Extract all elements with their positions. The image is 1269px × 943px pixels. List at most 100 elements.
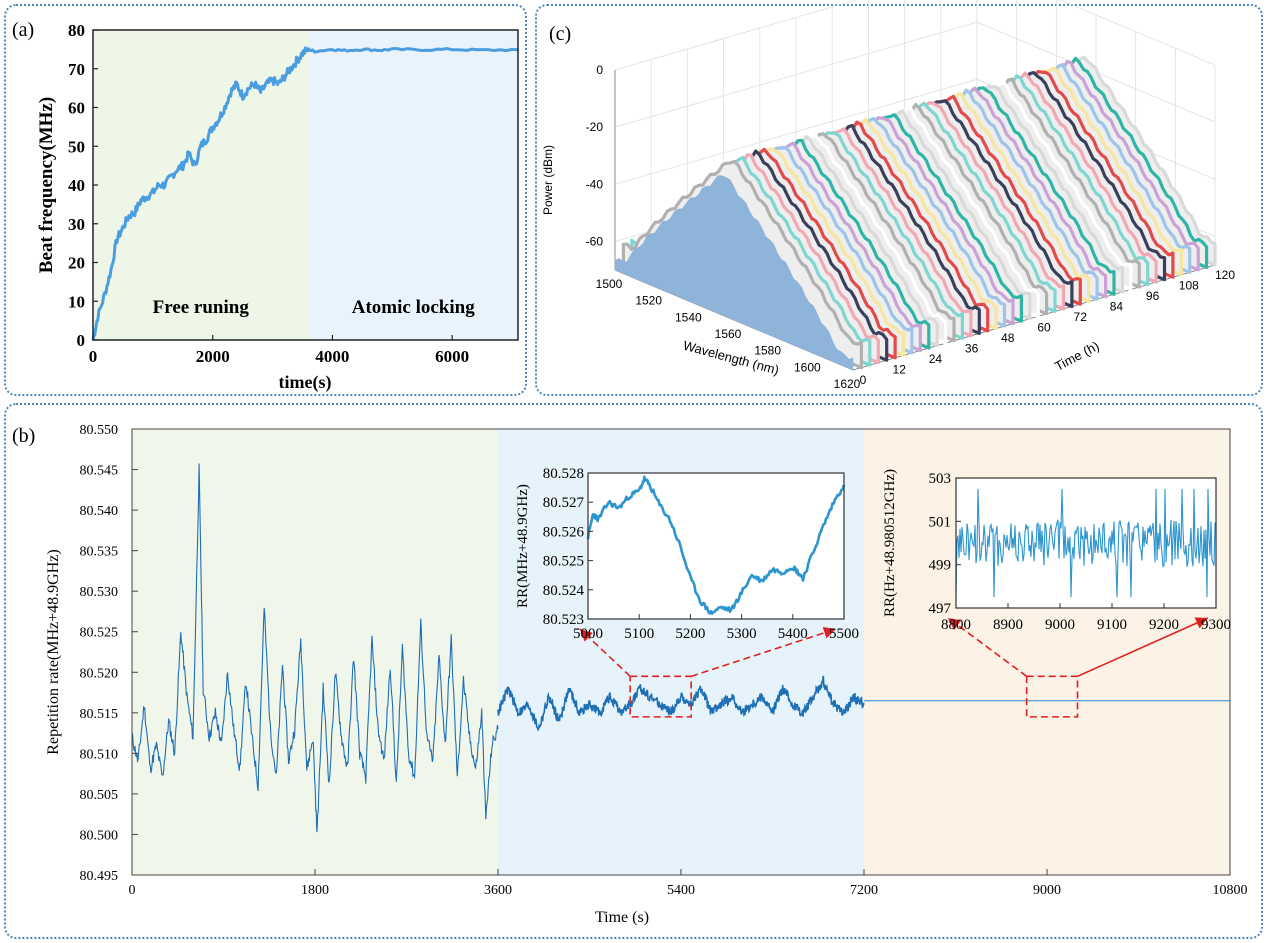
inset-1-y-label: RR(MHz+48.9GHz): [515, 484, 531, 608]
c-x-tick-label-6: 1620: [834, 377, 861, 391]
inset-1-y-tick-label-5: 80.528: [543, 466, 584, 482]
y-tick-label-b-1: 80.500: [80, 828, 119, 843]
c-z-tick-label-6: 72: [1074, 310, 1088, 324]
panel-label-c: (c): [549, 23, 571, 45]
inset-2-x-tick-label-5: 9300: [1201, 617, 1231, 633]
y-tick-label-a-1: 10: [68, 292, 85, 311]
x-axis-label-a: time(s): [279, 372, 332, 393]
region-label-a-1: Atomic locking: [352, 297, 475, 318]
zoom-arrow-1-2: [690, 628, 837, 678]
zoom-arrowhead-2-2: [1194, 617, 1208, 629]
inset-1-y-tick-label-0: 80.523: [543, 612, 584, 628]
zoom-arrowhead-2-1: [948, 618, 962, 630]
beat-frequency-line: [91, 46, 519, 341]
c-x-tick-label-2: 1540: [675, 310, 702, 324]
y-tick-label-b-8: 80.535: [80, 545, 119, 560]
c-y-tick-label-1: -20: [586, 120, 604, 134]
y-tick-label-a-5: 50: [68, 137, 85, 156]
panel-label-a: (a): [12, 19, 34, 41]
chart-a: (a) 0 2000 4000 6000 0 10 20 30 40 50 60 70 80 Free…: [12, 19, 519, 393]
zoom-arrow-2-2: [1077, 617, 1209, 678]
x-tick-label-a-3: 6000: [435, 347, 469, 366]
c-z-tick-label-8: 96: [1146, 289, 1160, 303]
zoom-arrowhead-1-1: [580, 629, 593, 642]
c-x-tick-label-3: 1560: [715, 327, 742, 341]
y-tick-label-a-2: 20: [68, 254, 85, 273]
c-z-tick-label-0: 0: [860, 373, 867, 387]
inset-2-x-tick-label-2: 9000: [1045, 617, 1075, 633]
y-tick-label-b-3: 80.510: [80, 747, 119, 762]
y-tick-label-a-7: 70: [68, 60, 85, 79]
c-z-tick-label-10: 120: [1215, 268, 1235, 282]
x-tick-label-a-1: 2000: [196, 347, 230, 366]
c-y-tick-label-2: -40: [586, 177, 604, 191]
inset-2-x-tick-label-4: 9200: [1149, 617, 1179, 633]
x-tick-label-b-4: 7200: [850, 883, 878, 898]
zoom-arrowhead-1-2: [822, 627, 836, 639]
zoom-arrow-2-1: [947, 617, 1028, 677]
inset-2-line: [955, 488, 1217, 598]
y-tick-label-b-9: 80.540: [80, 504, 119, 519]
y-axis-label-c: Power (dBm): [541, 145, 555, 215]
c-x-tick-label-4: 1580: [754, 344, 781, 358]
c-z-tick-label-5: 60: [1037, 321, 1051, 335]
inset-1-line: [586, 475, 846, 615]
inset-2-x-tick-label-1: 8900: [993, 617, 1023, 633]
y-tick-label-b-2: 80.505: [80, 788, 119, 803]
inset-1-y-tick-label-3: 80.526: [543, 524, 585, 540]
region-label-a-0: Free runing: [153, 297, 250, 318]
inset-1-x-tick-label-3: 5300: [727, 626, 757, 642]
panel-c-frame: [535, 4, 1263, 396]
c-x-tick-label-1: 1520: [635, 294, 662, 308]
inset-2-y-tick-label-0: 497: [929, 601, 952, 617]
x-tick-label-b-2: 3600: [484, 883, 512, 898]
spectrum-0: [614, 175, 854, 371]
y-tick-label-b-11: 80.550: [80, 423, 119, 438]
inset-1-x-tick-label-5: 5500: [829, 626, 859, 642]
inset-1-y-tick-label-4: 80.527: [543, 495, 585, 511]
y-axis-label-b: Repetition rate(MHz+48.9GHz): [45, 549, 62, 754]
y-tick-label-a-6: 60: [68, 99, 85, 118]
inset-2-x-tick-label-3: 9100: [1097, 617, 1127, 633]
repetition-rate-line-0: [131, 463, 499, 833]
inset-1-x-tick-label-1: 5100: [624, 626, 654, 642]
y-tick-label-a-3: 30: [68, 215, 85, 234]
x-axis-label-b: Time (s): [595, 909, 649, 926]
inset-1-frame: [587, 472, 845, 620]
inset-1-y-tick-label-2: 80.525: [543, 554, 584, 570]
inset-1-x-tick-label-0: 5000: [573, 626, 603, 642]
x-tick-label-b-3: 5400: [667, 883, 695, 898]
inset-2-x-tick-label-0: 8800: [941, 617, 971, 633]
c-z-tick-label-7: 84: [1110, 300, 1124, 314]
inset-2-y-label: RR(Hz+48.980512GHz): [882, 469, 898, 617]
region-a-0: [93, 30, 309, 340]
inset-2-frame: [955, 477, 1217, 609]
c-z-tick-label-3: 36: [965, 342, 979, 356]
x-tick-label-b-5: 9000: [1033, 883, 1061, 898]
c-y-tick-label-0: 0: [596, 63, 603, 77]
y-tick-label-b-6: 80.525: [80, 626, 119, 641]
panel-a-frame: [4, 4, 527, 396]
y-axis-label-a: Beat frequency(MHz): [36, 97, 57, 273]
panel-b-frame: [4, 403, 1263, 939]
zoom-box-2: [1025, 675, 1079, 718]
c-y-tick-label-3: -60: [586, 234, 604, 248]
c-z-tick-label-2: 24: [929, 352, 943, 366]
region-a-1: [308, 30, 518, 340]
y-tick-label-b-5: 80.520: [80, 666, 119, 681]
inset-1-y-tick-label-1: 80.524: [543, 583, 585, 599]
c-z-tick-label-1: 12: [893, 363, 907, 377]
x-tick-label-b-1: 1800: [301, 883, 329, 898]
x-tick-label-b-6: 10800: [1213, 883, 1248, 898]
z-axis-label-c: Time (h): [1052, 338, 1101, 374]
chart-c: (c) 15001520154015601580160016200-20-40-…: [541, 0, 1235, 391]
inset-2-y-tick-label-1: 499: [929, 558, 952, 574]
x-tick-label-a-0: 0: [89, 347, 98, 366]
x-tick-label-b-0: 0: [129, 883, 136, 898]
y-tick-label-b-10: 80.545: [80, 464, 119, 479]
c-z-tick-label-9: 108: [1179, 279, 1199, 293]
zoom-box-1: [629, 675, 692, 718]
inset-2-y-tick-label-2: 501: [929, 514, 952, 530]
inset-1-x-tick-label-2: 5200: [675, 626, 705, 642]
inset-1-background: [588, 473, 844, 619]
